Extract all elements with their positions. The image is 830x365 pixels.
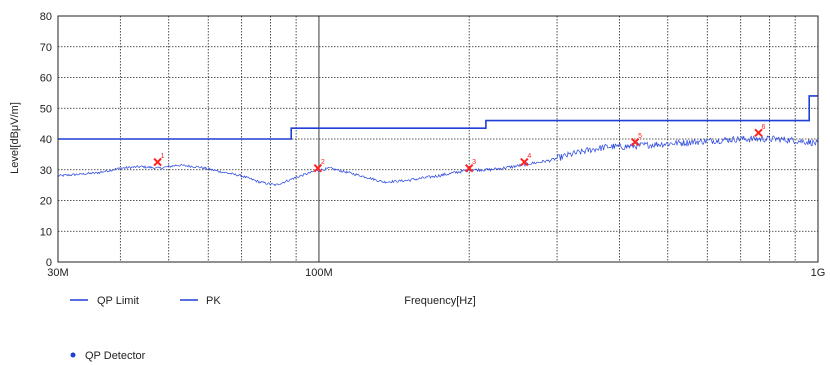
qp-marker-cross xyxy=(630,137,640,147)
qp-marker: 1 xyxy=(153,153,165,167)
qp-marker-label: 4 xyxy=(527,153,531,160)
qp-marker-cross xyxy=(520,157,529,167)
qp-marker: 2 xyxy=(313,159,325,173)
y-tick-label: 0 xyxy=(46,257,52,269)
qp-markers: 1 2 3 4 5 6 xyxy=(153,124,766,173)
x-tick-label: 30M xyxy=(47,267,68,279)
series-pk-line xyxy=(57,135,819,187)
y-tick-label: 20 xyxy=(40,196,52,208)
legend-qp-detector-label: QP Detector xyxy=(85,350,146,362)
qp-marker-cross xyxy=(313,164,323,173)
qp-marker: 3 xyxy=(464,159,476,173)
legend-qp-limit-label: QP Limit xyxy=(97,295,139,307)
qp-marker: 5 xyxy=(630,133,642,147)
y-tick-label: 70 xyxy=(40,42,52,54)
legend-qp-detector-dot xyxy=(70,352,76,358)
qp-marker: 6 xyxy=(754,124,766,138)
x-axis-ticks: 30M 100M 1G xyxy=(47,267,825,279)
y-tick-label: 30 xyxy=(40,165,52,177)
y-axis-title: Level[dBμV/m] xyxy=(9,102,21,174)
qp-marker-label: 6 xyxy=(762,124,766,131)
x-axis-title: Frequency[Hz] xyxy=(404,295,476,307)
qp-marker-label: 2 xyxy=(321,159,325,166)
y-tick-label: 50 xyxy=(40,103,52,115)
qp-marker-cross xyxy=(754,128,763,138)
qp-marker-cross xyxy=(464,164,474,173)
qp-marker: 4 xyxy=(520,153,531,167)
y-axis-ticks: 0 10 20 30 40 50 60 70 80 xyxy=(40,11,52,269)
y-tick-label: 60 xyxy=(40,73,52,85)
legend: QP Limit PK QP Detector xyxy=(70,295,221,362)
x-tick-label: 100M xyxy=(305,267,333,279)
qp-marker-label: 1 xyxy=(161,153,165,160)
qp-marker-label: 3 xyxy=(472,159,476,166)
series-qp-limit-line xyxy=(58,95,818,140)
qp-marker-cross xyxy=(153,157,162,167)
x-tick-label: 1G xyxy=(811,267,826,279)
series-layer xyxy=(57,95,819,187)
plot-frame xyxy=(57,15,819,263)
y-tick-label: 10 xyxy=(40,226,52,238)
legend-pk-label: PK xyxy=(206,295,221,307)
qp-marker-label: 5 xyxy=(638,133,642,140)
y-tick-label: 80 xyxy=(40,11,52,23)
y-tick-label: 40 xyxy=(40,134,52,146)
